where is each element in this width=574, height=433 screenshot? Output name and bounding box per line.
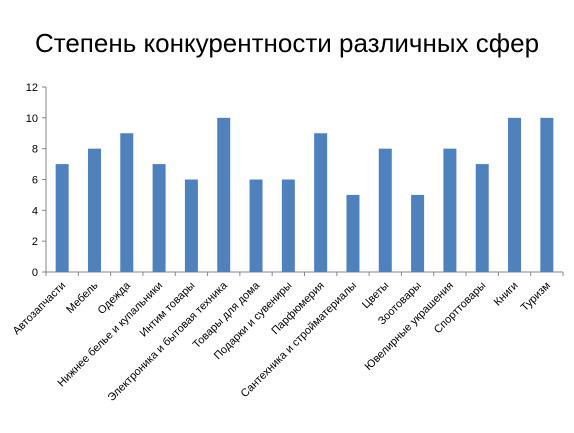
chart-bars bbox=[55, 117, 554, 272]
y-tick-label: 8 bbox=[32, 144, 38, 156]
category-label: Электроника и бытовая техника bbox=[106, 279, 231, 404]
y-tick-label: 10 bbox=[26, 113, 38, 125]
bar bbox=[184, 179, 198, 272]
category-label: Мебель bbox=[64, 279, 101, 316]
bar bbox=[346, 194, 360, 272]
bar bbox=[508, 117, 522, 272]
bar bbox=[378, 148, 392, 272]
bar bbox=[314, 133, 328, 272]
bar bbox=[475, 164, 489, 272]
category-label: Книги bbox=[492, 280, 521, 309]
category-label: Цветы bbox=[360, 280, 392, 312]
bar bbox=[152, 164, 166, 272]
bar bbox=[87, 148, 101, 272]
y-tick-label: 6 bbox=[32, 175, 38, 187]
bar bbox=[540, 117, 554, 272]
bar bbox=[249, 179, 263, 272]
bar bbox=[411, 194, 425, 272]
bar bbox=[120, 133, 134, 272]
chart-title: Степень конкурентности различных сфер bbox=[34, 28, 540, 58]
bar bbox=[443, 148, 457, 272]
category-label: Автозапчасти bbox=[11, 280, 69, 338]
bar bbox=[55, 164, 69, 272]
bar bbox=[217, 117, 231, 272]
y-tick-label: 0 bbox=[32, 267, 38, 279]
y-tick-label: 2 bbox=[32, 236, 38, 248]
category-label: Туризм bbox=[519, 280, 553, 314]
y-tick-label: 12 bbox=[26, 82, 38, 94]
y-tick-label: 4 bbox=[32, 205, 38, 217]
bar bbox=[281, 179, 295, 272]
